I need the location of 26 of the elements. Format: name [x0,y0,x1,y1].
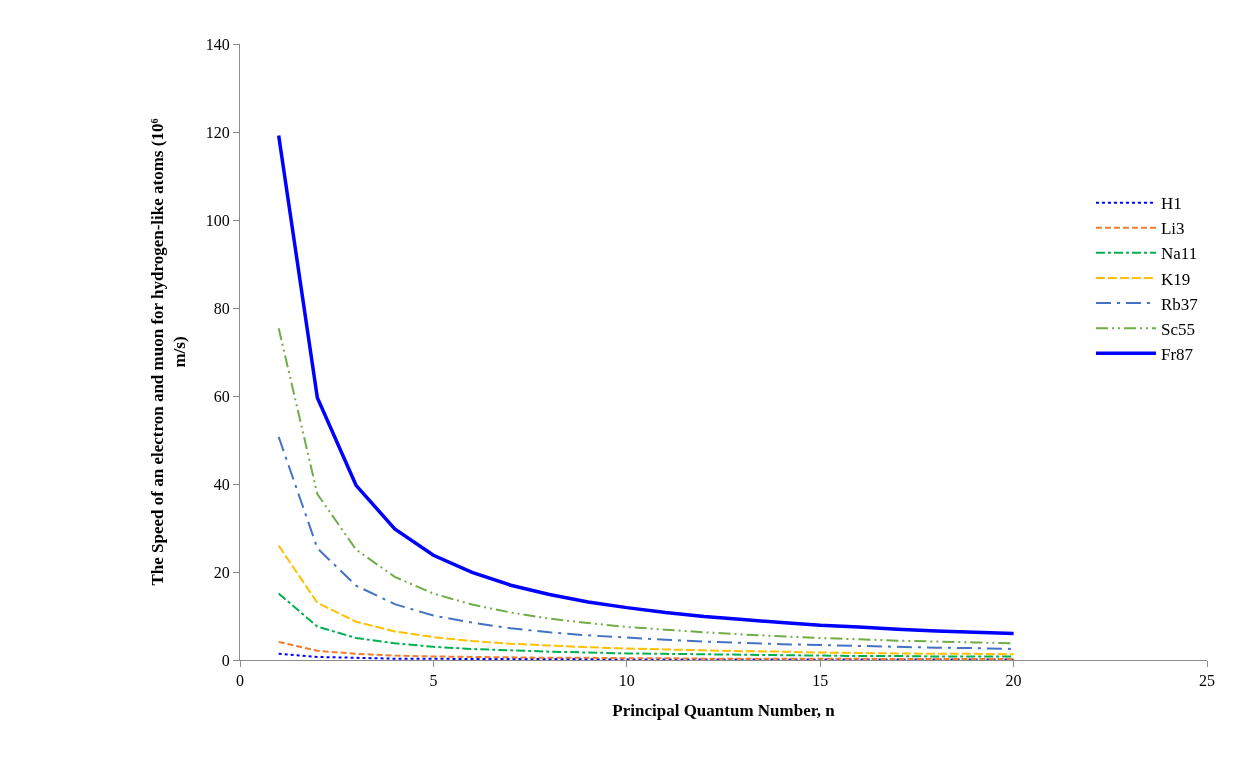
legend-label: Fr87 [1160,344,1194,364]
line-series [276,133,1016,636]
legend-label: Rb37 [1160,294,1199,314]
x-tick-label: 5 [429,672,438,690]
y-tick-label: 20 [213,563,230,581]
y-tick-label: 80 [213,299,230,317]
y-tick-label: 0 [221,651,230,669]
legend-label: K19 [1160,269,1191,289]
x-axis-title: Principal Quantum Number, n [612,700,836,720]
line-series [277,640,1015,660]
x-tick-label: 20 [1005,672,1022,690]
x-tick-label: 25 [1199,672,1215,690]
y-tick-label: 140 [205,35,230,53]
legend-label: H1 [1160,194,1182,214]
x-tick-label: 0 [236,672,244,690]
y-tick-label: 100 [205,211,230,229]
y-tick-label: 40 [213,475,230,493]
y-axis-title: The Speed of an electron and muon for hydrogen-like atoms (10⁶ m/s) [148,118,190,586]
x-tick-label: 15 [812,672,829,690]
line-series [277,544,1015,656]
x-tick-label: 10 [618,672,635,690]
legend-label: Sc55 [1160,319,1195,339]
y-tick-label: 60 [213,387,230,405]
legend-label: Na11 [1160,244,1198,264]
legend-label: Li3 [1160,219,1185,239]
y-tick-label: 120 [205,123,230,141]
